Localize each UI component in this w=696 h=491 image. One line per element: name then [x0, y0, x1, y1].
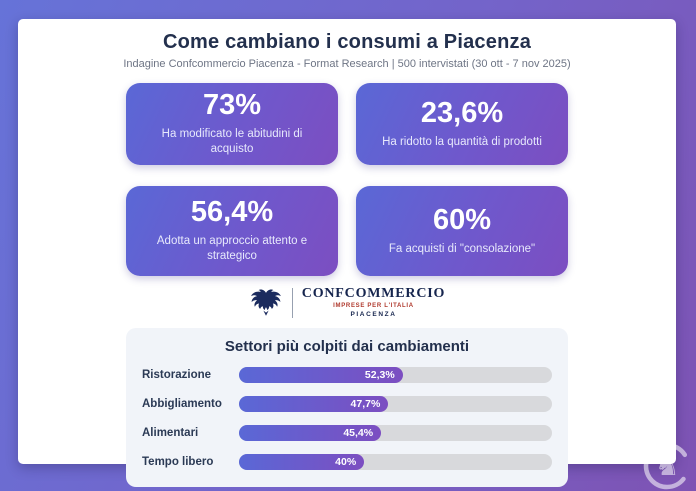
eagle-icon: [250, 289, 281, 316]
sectors-chart-panel: Settori più colpiti dai cambiamenti Rist…: [126, 328, 568, 487]
bar-track: 45,4%: [239, 425, 552, 441]
horse-watermark-icon: ♞: [643, 442, 691, 490]
stat-value: 23,6%: [420, 96, 504, 129]
bar-track: 40%: [239, 454, 552, 470]
bar-row-tempo-libero: Tempo libero 40%: [142, 454, 552, 470]
stat-cards-grid: 73% Ha modificato le abitudini di acquis…: [126, 83, 568, 276]
bar-row-abbigliamento: Abbigliamento 47,7%: [142, 396, 552, 412]
logo-tagline: IMPRESE PER L'ITALIA: [333, 303, 414, 310]
stat-card-quantity: 23,6% Ha ridotto la quantità di prodotti: [356, 83, 568, 165]
bar-label: Ristorazione: [142, 369, 212, 381]
bar-value: 45,4%: [343, 427, 374, 439]
stat-value: 60%: [432, 203, 492, 236]
bar-fill: 52,3%: [239, 367, 403, 383]
chart-title: Settori più colpiti dai cambiamenti: [224, 338, 470, 355]
page-title: Come cambiano i consumi a Piacenza: [162, 31, 532, 53]
bar-value: 40%: [335, 456, 357, 468]
bar-fill: 40%: [239, 454, 365, 470]
infographic-panel: Come cambiano i consumi a Piacenza Indag…: [18, 19, 676, 487]
svg-text:♞: ♞: [654, 449, 679, 482]
bar-value: 47,7%: [350, 398, 381, 410]
bar-fill: 45,4%: [239, 425, 382, 441]
bar-label: Tempo libero: [142, 456, 214, 468]
stat-card-consolation: 60% Fa acquisti di "consolazione": [356, 186, 568, 276]
page-subtitle: Indagine Confcommercio Piacenza - Format…: [123, 58, 571, 70]
stat-card-approach: 56,4% Adotta un approccio attento e stra…: [126, 186, 338, 276]
stat-label: Ha modificato le abitudini di acquisto: [161, 128, 303, 155]
stat-value: 73%: [202, 89, 262, 122]
bar-track: 47,7%: [239, 396, 552, 412]
bar-row-alimentari: Alimentari 45,4%: [142, 425, 552, 441]
logo-separator: [291, 288, 293, 318]
logo-text: CONFCOMMERCIO IMPRESE PER L'ITALIA PIACE…: [302, 287, 445, 319]
bar-fill: 47,7%: [239, 396, 389, 412]
bar-label: Abbigliamento: [142, 398, 222, 410]
confcommercio-logo: CONFCOMMERCIO IMPRESE PER L'ITALIA PIACE…: [18, 285, 676, 321]
stat-card-habits: 73% Ha modificato le abitudini di acquis…: [126, 83, 338, 165]
stat-label: Fa acquisti di "consolazione": [388, 242, 536, 255]
logo-city: PIACENZA: [350, 311, 397, 319]
stat-label: Adotta un approccio attento e strategico: [156, 235, 308, 262]
bar-row-ristorazione: Ristorazione 52,3%: [142, 367, 552, 383]
bar-track: 52,3%: [239, 367, 552, 383]
bar-value: 52,3%: [364, 369, 395, 381]
stat-label: Ha ridotto la quantità di prodotti: [382, 135, 542, 148]
stat-value: 56,4%: [190, 196, 274, 229]
logo-name: CONFCOMMERCIO: [301, 286, 446, 302]
bar-label: Alimentari: [142, 427, 199, 439]
